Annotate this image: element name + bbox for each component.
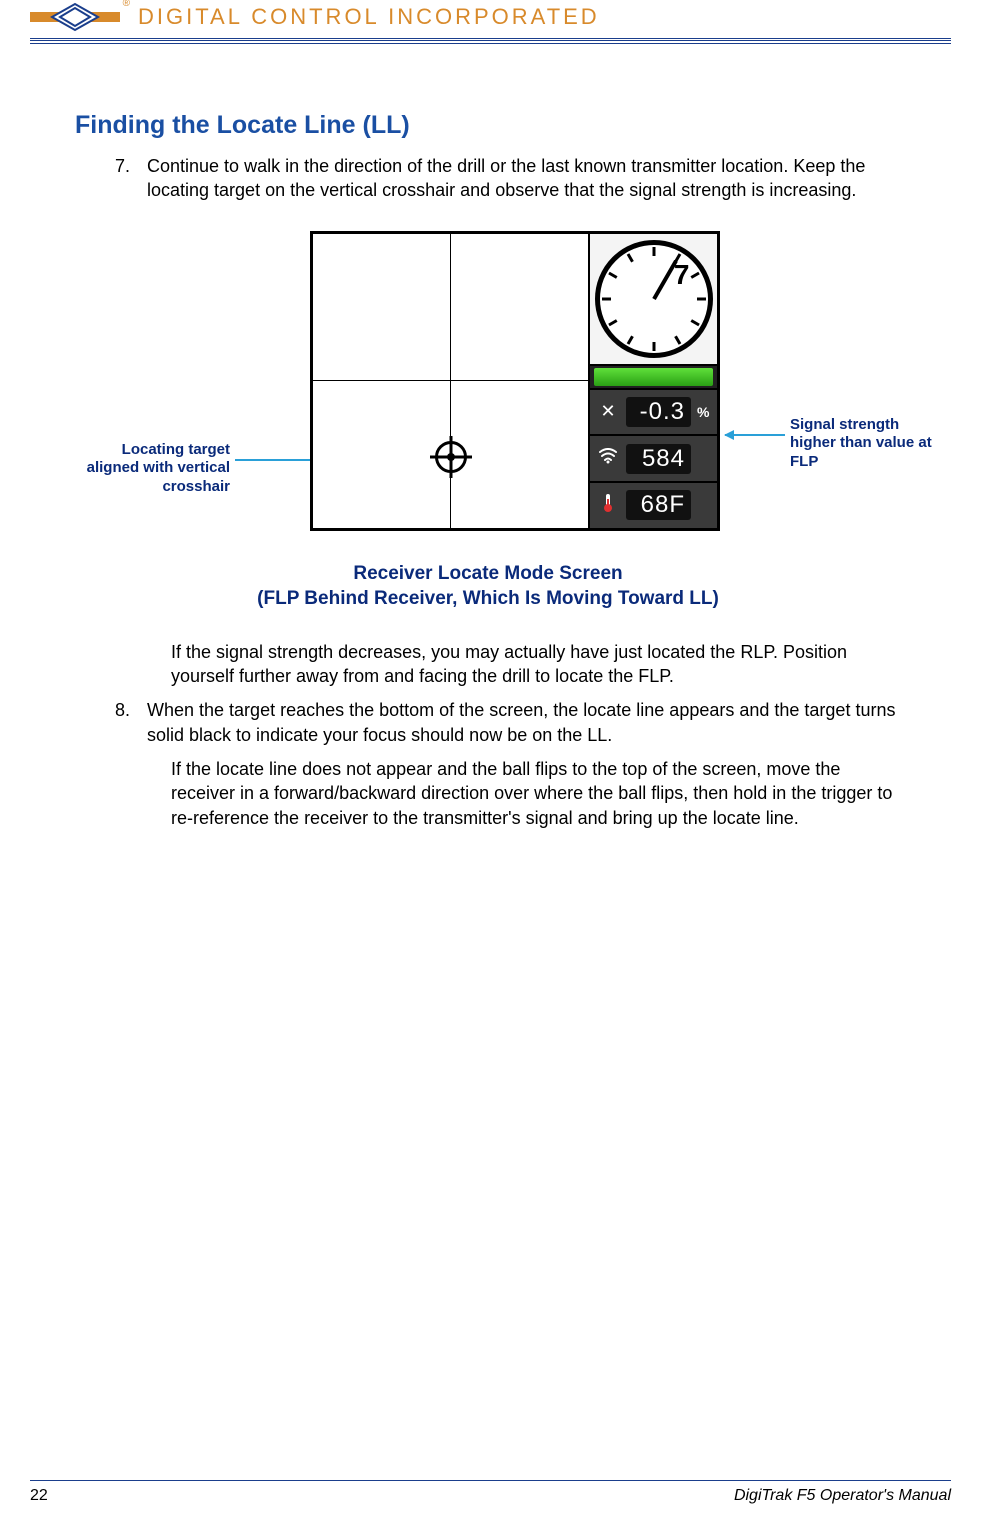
- pitch-icon: ✕: [596, 401, 620, 422]
- signal-readout: 584: [590, 436, 717, 483]
- registered-mark: ®: [123, 0, 130, 9]
- paragraph-after-step8: If the locate line does not appear and t…: [171, 757, 901, 830]
- pitch-value: -0.3: [626, 397, 691, 427]
- figure: Locating target aligned with vertical cr…: [75, 231, 935, 551]
- step-7: Continue to walk in the direction of the…: [135, 154, 901, 203]
- thermometer-icon: [596, 493, 620, 518]
- step-list: Continue to walk in the direction of the…: [135, 154, 901, 203]
- arrow-right: [725, 434, 785, 436]
- callout-right: Signal strength higher than value at FLP: [790, 416, 935, 472]
- locate-grid: [313, 234, 590, 528]
- dci-logo: ®: [30, 2, 120, 32]
- company-name: DIGITAL CONTROL INCORPORATED: [138, 4, 600, 30]
- paragraph-after-figure: If the signal strength decreases, you ma…: [171, 640, 901, 689]
- signal-bar: [590, 366, 717, 390]
- page-footer: 22 DigiTrak F5 Operator's Manual: [30, 1480, 951, 1505]
- temp-readout: 68F: [590, 483, 717, 528]
- step-list-2: When the target reaches the bottom of th…: [135, 698, 901, 747]
- page-number: 22: [30, 1487, 48, 1505]
- figure-caption: Receiver Locate Mode Screen (FLP Behind …: [75, 561, 901, 612]
- page-header: ® DIGITAL CONTROL INCORPORATED: [30, 0, 951, 41]
- section-title: Finding the Locate Line (LL): [75, 111, 901, 140]
- temp-value: 68F: [626, 490, 691, 520]
- receiver-screen: 7: [310, 231, 720, 531]
- callout-left: Locating target aligned with vertical cr…: [75, 441, 230, 497]
- doc-title: DigiTrak F5 Operator's Manual: [734, 1487, 951, 1505]
- signal-value: 584: [626, 444, 691, 474]
- pitch-readout: ✕ -0.3 %: [590, 390, 717, 437]
- step-8: When the target reaches the bottom of th…: [135, 698, 901, 747]
- signal-icon: [596, 448, 620, 469]
- roll-clock: 7: [590, 234, 717, 366]
- locating-target-icon: [435, 441, 467, 473]
- pitch-unit: %: [697, 404, 711, 420]
